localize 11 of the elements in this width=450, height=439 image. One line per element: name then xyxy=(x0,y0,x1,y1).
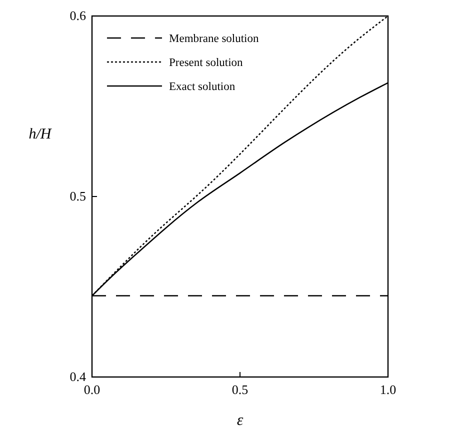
x-tick-label: 0.0 xyxy=(84,382,100,398)
y-tick-label: 0.5 xyxy=(70,188,86,204)
y-axis-title: h/H xyxy=(28,126,52,143)
legend-label: Present solution xyxy=(169,57,244,69)
legend-label: Exact solution xyxy=(169,81,236,93)
x-tick-label: 0.5 xyxy=(232,382,248,398)
x-tick-label: 1.0 xyxy=(380,382,396,398)
y-tick-label: 0.6 xyxy=(70,8,86,24)
x-axis-title: ε xyxy=(236,412,244,429)
y-tick-label: 0.4 xyxy=(70,369,86,384)
legend-label: Membrane solution xyxy=(169,33,259,45)
